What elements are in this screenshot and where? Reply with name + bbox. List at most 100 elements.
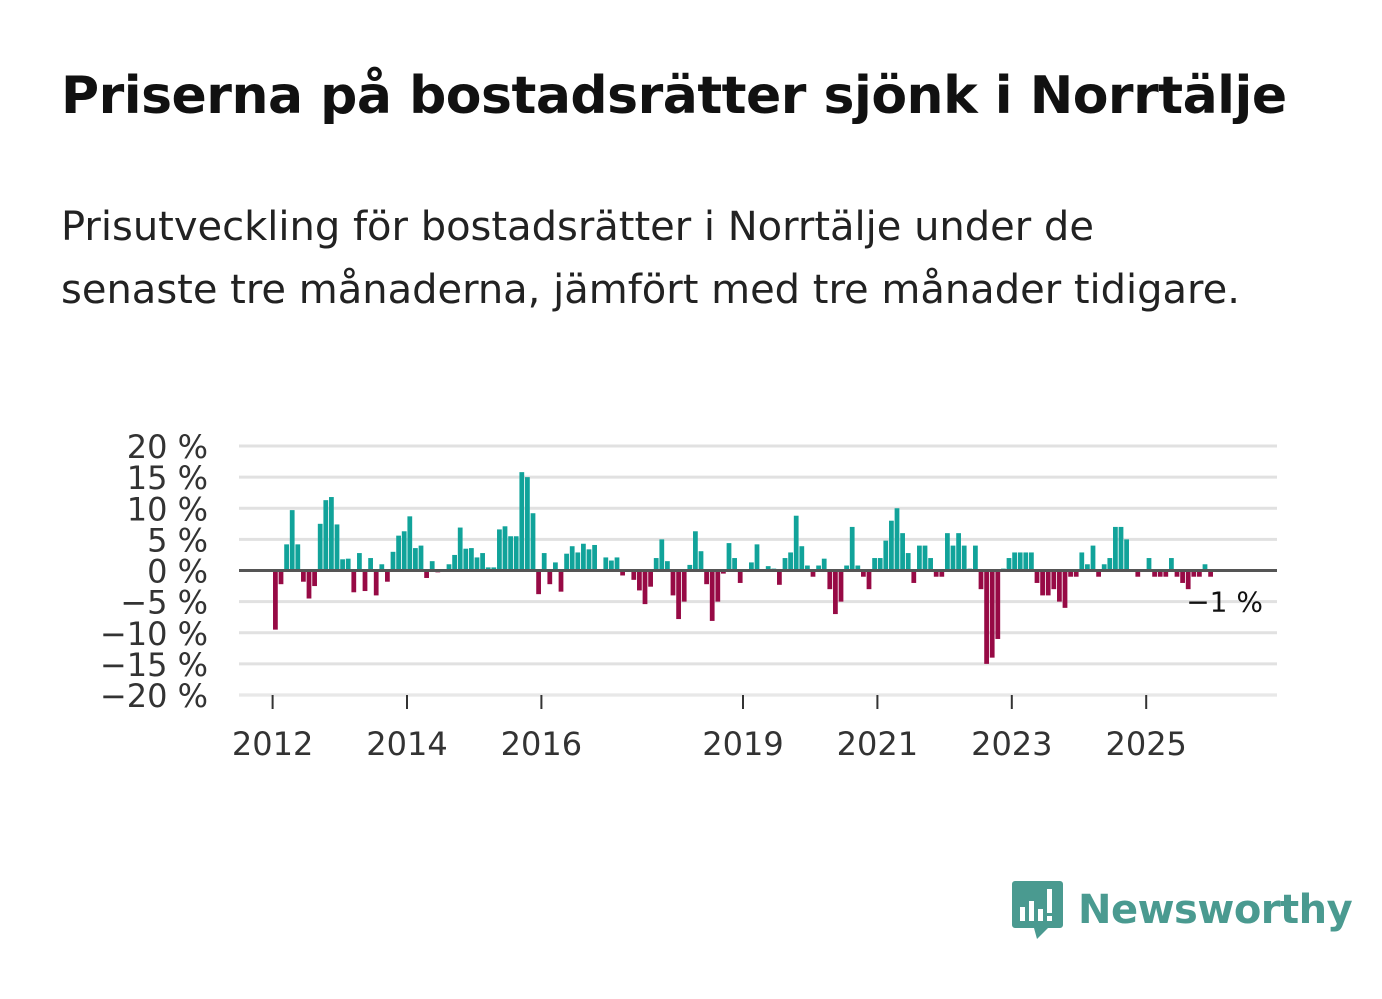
x-tick-label: 2012 bbox=[232, 725, 313, 763]
bar bbox=[1079, 552, 1085, 571]
bar bbox=[827, 570, 833, 590]
bar bbox=[1012, 552, 1017, 571]
bar bbox=[418, 545, 424, 571]
bar bbox=[681, 570, 687, 602]
y-tick-label: 0 % bbox=[147, 553, 208, 591]
newsworthy-logo-icon bbox=[1012, 881, 1063, 939]
bar bbox=[754, 544, 760, 571]
bar bbox=[956, 533, 961, 571]
bar bbox=[301, 570, 306, 582]
bar bbox=[1029, 552, 1034, 571]
bar bbox=[810, 570, 816, 577]
bar bbox=[799, 546, 805, 571]
bar bbox=[558, 570, 564, 592]
bar bbox=[323, 500, 329, 571]
bar bbox=[687, 564, 693, 571]
bar bbox=[989, 570, 995, 658]
bar bbox=[1090, 545, 1096, 571]
bar bbox=[1124, 539, 1129, 571]
bar bbox=[278, 570, 284, 585]
y-tick-label: −20 % bbox=[100, 677, 208, 715]
bar bbox=[872, 558, 877, 571]
bar bbox=[1107, 558, 1113, 571]
last-value-label: −1 % bbox=[1186, 586, 1263, 619]
y-tick-label: 5 % bbox=[147, 521, 208, 559]
bar bbox=[698, 551, 704, 571]
bar bbox=[491, 567, 497, 571]
bar bbox=[821, 558, 827, 571]
bar bbox=[877, 558, 883, 571]
bar bbox=[469, 548, 474, 571]
bar bbox=[709, 570, 715, 621]
bar bbox=[1017, 552, 1023, 571]
bar bbox=[586, 549, 592, 571]
bar bbox=[519, 472, 525, 571]
bar bbox=[737, 570, 743, 583]
bar bbox=[670, 570, 676, 596]
bar bbox=[541, 553, 547, 571]
bar bbox=[1191, 570, 1197, 577]
bar bbox=[889, 520, 894, 571]
x-tick-label: 2016 bbox=[501, 725, 582, 763]
bar bbox=[950, 545, 956, 571]
bar bbox=[866, 570, 872, 590]
bar bbox=[704, 570, 709, 585]
bar bbox=[317, 523, 323, 571]
bar bbox=[1135, 570, 1141, 577]
bar bbox=[1113, 526, 1118, 571]
bar bbox=[474, 557, 480, 571]
bar bbox=[1085, 564, 1090, 571]
bar bbox=[805, 565, 810, 571]
bar bbox=[1185, 570, 1191, 590]
bar bbox=[973, 545, 978, 571]
newsworthy-logo-text: Newsworthy bbox=[1078, 887, 1353, 933]
bar bbox=[1006, 558, 1012, 571]
bar bbox=[665, 561, 670, 571]
bar bbox=[816, 565, 821, 571]
bar bbox=[1118, 526, 1124, 571]
bar bbox=[373, 570, 379, 596]
bar bbox=[833, 570, 838, 615]
bar bbox=[659, 539, 665, 571]
y-tick-label: −10 % bbox=[100, 615, 208, 653]
bar bbox=[1040, 570, 1045, 596]
bars bbox=[273, 472, 1213, 664]
x-tick-label: 2025 bbox=[1105, 725, 1186, 763]
bar bbox=[1062, 570, 1068, 608]
bar bbox=[396, 535, 401, 571]
bar bbox=[1045, 570, 1051, 596]
bar bbox=[883, 540, 889, 571]
bar bbox=[581, 543, 586, 571]
bar bbox=[530, 513, 536, 571]
bar bbox=[1174, 570, 1180, 577]
bar bbox=[793, 515, 799, 571]
bar bbox=[1152, 570, 1157, 577]
bar bbox=[480, 553, 485, 571]
bar bbox=[508, 536, 513, 571]
bar bbox=[642, 570, 648, 605]
bar bbox=[855, 565, 861, 571]
bar bbox=[603, 557, 609, 571]
bar bbox=[933, 570, 939, 577]
bar bbox=[401, 531, 407, 571]
bar bbox=[295, 544, 301, 571]
bar bbox=[525, 477, 530, 571]
bar bbox=[289, 510, 295, 571]
bar bbox=[749, 562, 754, 571]
bar bbox=[497, 529, 502, 571]
bar bbox=[715, 570, 721, 602]
bar bbox=[345, 558, 351, 571]
bar bbox=[614, 557, 620, 571]
bar bbox=[351, 570, 357, 593]
bar bbox=[452, 554, 457, 571]
x-tick-label: 2014 bbox=[366, 725, 447, 763]
bar bbox=[1169, 558, 1174, 571]
bar bbox=[1101, 564, 1107, 571]
bar bbox=[368, 558, 373, 571]
bar bbox=[609, 560, 614, 571]
bar bbox=[1096, 570, 1101, 577]
y-tick-label: 20 % bbox=[127, 428, 208, 466]
bar bbox=[788, 552, 793, 571]
bar bbox=[777, 570, 782, 585]
bar bbox=[693, 531, 698, 571]
